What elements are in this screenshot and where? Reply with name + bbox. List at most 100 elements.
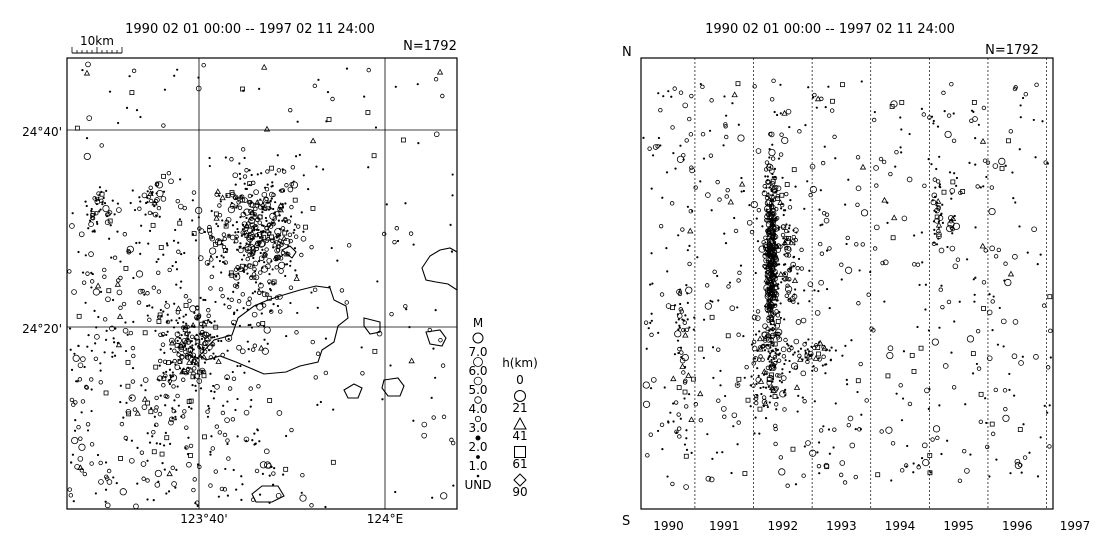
map-epicenter <box>133 503 139 510</box>
time-event <box>988 293 991 296</box>
map-epicenter <box>175 319 178 322</box>
map-epicenter <box>242 246 245 249</box>
map-epicenter <box>279 188 284 193</box>
map-epicenter <box>266 342 269 345</box>
time-event <box>657 92 660 95</box>
map-epicenter <box>207 319 210 322</box>
map-epicenter <box>126 411 132 417</box>
map-epicenter <box>210 342 216 347</box>
time-event <box>874 183 879 188</box>
map-epicenter <box>175 305 182 311</box>
map-epicenter <box>289 260 292 263</box>
map-epicenter <box>188 353 191 357</box>
map-epicenter <box>73 400 78 405</box>
time-event <box>687 261 692 267</box>
map-epicenter <box>148 229 152 232</box>
map-epicenter <box>207 344 213 351</box>
time-event <box>944 130 952 139</box>
time-event <box>974 276 977 279</box>
time-event <box>912 462 915 465</box>
time-event <box>1023 92 1029 97</box>
map-epicenter <box>236 364 239 368</box>
time-event <box>771 284 774 287</box>
map-epicenter <box>287 245 290 248</box>
map-epicenter <box>243 222 250 229</box>
map-epicenter <box>310 291 313 294</box>
time-event <box>775 313 781 318</box>
map-epicenter <box>83 365 86 369</box>
time-event <box>770 189 773 193</box>
time-event <box>768 384 776 391</box>
time-event <box>1002 414 1010 422</box>
time-event <box>844 344 847 347</box>
map-epicenter <box>146 304 149 308</box>
time-event <box>797 350 800 353</box>
map-epicenter <box>164 435 170 441</box>
time-event <box>789 268 792 271</box>
time-event <box>721 406 727 412</box>
map-epicenter <box>237 205 243 210</box>
map-epicenter <box>151 429 156 435</box>
time-event <box>885 373 891 379</box>
time-event <box>834 157 837 160</box>
map-epicenter <box>247 193 253 199</box>
year-tick-label: 1992 <box>768 519 799 533</box>
time-event <box>975 362 979 366</box>
map-epicenter <box>278 256 284 261</box>
time-event <box>933 209 936 212</box>
map-epicenter <box>193 311 196 314</box>
time-event <box>811 96 815 99</box>
time-event <box>883 300 886 303</box>
time-event <box>1006 138 1011 144</box>
time-event <box>724 194 729 199</box>
time-event <box>946 299 952 305</box>
map-epicenter <box>207 262 210 266</box>
map-epicenter <box>92 288 100 296</box>
time-event <box>765 365 771 371</box>
time-event <box>1036 475 1040 478</box>
time-event <box>985 160 991 165</box>
map-epicenter <box>206 308 211 313</box>
time-event <box>890 235 896 241</box>
time-event <box>764 175 767 178</box>
time-event <box>920 107 923 111</box>
map-epicenter <box>99 290 103 293</box>
time-event <box>777 157 781 160</box>
map-epicenter <box>283 238 291 246</box>
map-epicenter <box>239 242 242 245</box>
map-epicenter <box>107 210 113 215</box>
map-epicenter <box>203 335 211 341</box>
time-event <box>661 196 664 199</box>
map-epicenter <box>272 207 275 211</box>
map-epicenter <box>223 303 226 306</box>
depth-legend-diamond-icon <box>513 473 527 487</box>
map-epicenter <box>204 298 207 302</box>
time-event <box>673 400 679 405</box>
time-event <box>974 163 977 166</box>
time-event <box>988 207 996 216</box>
time-event <box>782 407 787 412</box>
map-epicenter <box>177 359 182 365</box>
time-event <box>939 186 942 189</box>
time-event <box>769 259 773 262</box>
time-event <box>938 247 945 254</box>
map-epicenter <box>261 191 268 198</box>
time-event <box>1034 156 1037 159</box>
map-epicenter <box>135 109 139 112</box>
time-event <box>830 98 835 104</box>
map-epicenter <box>201 346 205 349</box>
time-event <box>677 318 680 321</box>
time-event <box>775 243 782 249</box>
time-event <box>790 362 799 370</box>
time-event <box>770 266 773 269</box>
map-epicenter <box>91 272 94 276</box>
map-epicenter <box>71 453 75 456</box>
time-event <box>886 351 894 360</box>
time-event <box>936 231 942 238</box>
time-event <box>901 397 905 400</box>
map-epicenter <box>150 407 153 410</box>
map-epicenter <box>118 456 123 461</box>
coastline-islet-4 <box>343 383 363 399</box>
time-event <box>685 448 689 451</box>
depth-legend-label: 61 <box>512 457 527 471</box>
